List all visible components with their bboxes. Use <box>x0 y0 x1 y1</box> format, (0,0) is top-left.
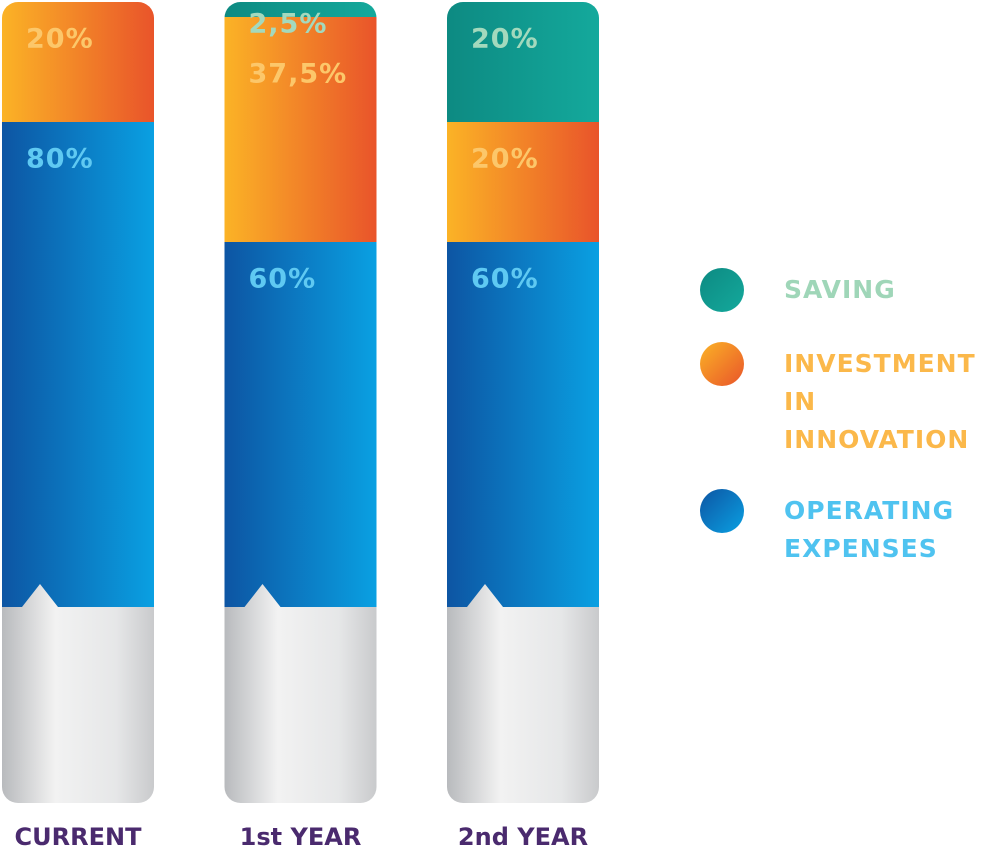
bar-segment <box>224 17 377 242</box>
value-label: 37,5% <box>249 59 348 90</box>
legend-swatch <box>700 342 744 386</box>
value-label: 20% <box>26 24 94 55</box>
bar-segment <box>2 2 154 122</box>
legend-item: SAVING <box>700 268 998 312</box>
legend-label: SAVING <box>784 275 896 304</box>
legend-swatch <box>700 489 744 533</box>
axis-break <box>224 584 377 803</box>
bar-segment <box>224 2 377 17</box>
value-label: 2,5% <box>249 9 328 40</box>
bar-segment <box>447 122 599 242</box>
value-label: 60% <box>471 264 539 295</box>
bar-segment <box>447 2 599 122</box>
legend-item: OPERATING EXPENSES <box>700 489 998 568</box>
axis-break <box>447 584 599 803</box>
bar-group <box>447 2 599 803</box>
bar-segment <box>447 242 599 612</box>
legend: SAVING INVESTMENT IN INNOVATION OPERATING … <box>700 268 998 598</box>
value-label: 20% <box>471 144 539 175</box>
x-tick-label: CURRENT <box>15 823 143 851</box>
bar-segment <box>2 122 154 612</box>
legend-item: INVESTMENT IN INNOVATION <box>700 342 998 459</box>
legend-label: OPERATING EXPENSES <box>784 496 955 563</box>
value-label: 60% <box>249 264 317 295</box>
x-tick-label: 1st YEAR <box>240 823 362 851</box>
x-tick-label: 2nd YEAR <box>458 823 588 851</box>
value-label: 20% <box>471 24 539 55</box>
bar-group <box>224 2 377 803</box>
axis-break <box>2 584 154 803</box>
legend-swatch <box>700 268 744 312</box>
bar-group <box>2 2 154 803</box>
legend-label: INVESTMENT IN INNOVATION <box>784 349 976 454</box>
bar-segment <box>224 242 377 612</box>
value-label: 80% <box>26 144 94 175</box>
